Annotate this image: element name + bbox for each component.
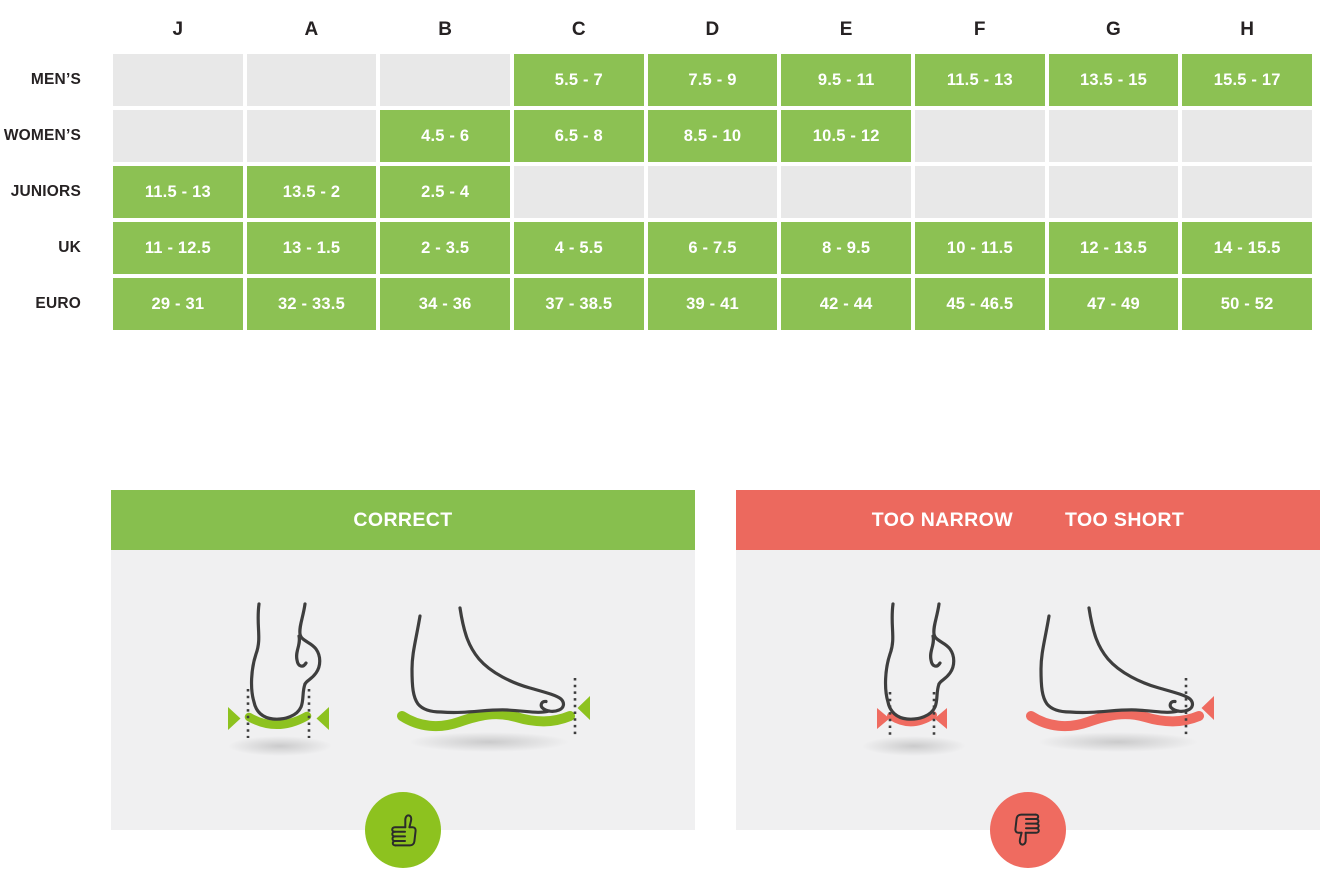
foot-shadow [409,732,569,752]
insole-arc [887,711,937,727]
width-arrow-left-icon [228,707,241,730]
size-cell: 34 - 36 [380,278,510,330]
foot-shadow [1038,732,1198,752]
size-cell: 4.5 - 6 [380,110,510,162]
heel-width-correct-illustration [228,602,332,756]
foot-outline [410,606,566,715]
column-header-g: G [1106,19,1121,40]
too-short-label: TOO SHORT [1065,508,1185,531]
size-cell: 2.5 - 4 [380,166,510,218]
insole-wave [1026,709,1204,732]
column-header-c: C [571,19,586,40]
size-cell-empty [113,110,243,162]
size-cell: 11 - 12.5 [113,222,243,274]
size-cell: 50 - 52 [1182,278,1312,330]
insole-arc [244,711,312,729]
column-header-d: D [705,19,720,40]
size-cell: 4 - 5.5 [514,222,644,274]
width-guide-dotted-lines [888,692,936,736]
length-arrow-icon [1201,696,1214,720]
size-cell-empty [647,166,778,218]
size-cell: 2 - 3.5 [380,222,510,274]
insole-wave [397,709,575,732]
size-cell: 42 - 44 [781,278,911,330]
wrong-fit-panel: TOO NARROW TOO SHORT [736,490,1320,868]
wrong-panel-body [736,550,1320,868]
size-cell-empty [915,166,1045,218]
correct-fit-panel: CORRECT [111,490,695,868]
heel-shadow [862,736,966,756]
heel-too-narrow-illustration [862,602,966,756]
size-cell: 45 - 46.5 [915,278,1045,330]
size-cell-empty [113,54,243,106]
width-arrow-left-icon [877,708,890,729]
size-cell: 6 - 7.5 [647,222,778,274]
size-cell: 29 - 31 [113,278,243,330]
size-cell: 14 - 15.5 [1182,222,1312,274]
size-cell-empty [1182,110,1312,162]
table-corner [0,10,109,50]
row-label-womens: WOMEN’S [3,127,81,144]
size-cell-empty [1048,166,1179,218]
width-arrow-right-icon [934,708,947,729]
wrong-panel-header: TOO NARROW TOO SHORT [736,490,1320,550]
size-cell-empty [1182,166,1312,218]
size-cell: 15.5 - 17 [1182,54,1312,106]
size-cell-empty [915,110,1045,162]
size-cell: 39 - 41 [647,278,778,330]
column-header-a: A [304,19,319,40]
thumbs-up-badge [365,792,441,868]
size-cell: 8.5 - 10 [647,110,778,162]
size-cell: 12 - 13.5 [1048,222,1179,274]
row-label-uk: UK [58,239,81,256]
heel-outline [249,602,322,721]
foot-too-short-illustration [1026,606,1214,752]
size-cell: 11.5 - 13 [113,166,243,218]
column-header-j: J [172,19,184,40]
row-label-euro: EURO [35,295,81,312]
size-cell: 6.5 - 8 [514,110,644,162]
too-narrow-label: TOO NARROW [871,508,1014,531]
size-cell: 13.5 - 2 [246,166,377,218]
heel-outline [883,602,956,721]
size-cell: 47 - 49 [1048,278,1179,330]
thumbs-up-icon [391,814,417,847]
correct-panel-body [111,550,695,868]
size-cell-empty [514,166,644,218]
size-cell-empty [246,110,377,162]
correct-panel-header: CORRECT [111,490,695,550]
heel-shadow [228,736,332,756]
foot-outline [1039,606,1195,715]
size-cell: 5.5 - 7 [514,54,644,106]
thumbs-down-badge [990,792,1066,868]
correct-label: CORRECT [353,508,453,531]
column-header-f: F [973,19,986,40]
width-guide-dotted-lines [246,689,311,738]
foot-length-correct-illustration [397,606,590,752]
column-header-b: B [438,19,453,40]
size-cell-empty [246,54,377,106]
size-cell: 10.5 - 12 [781,110,911,162]
column-header-h: H [1240,19,1255,40]
length-arrow-icon [577,696,590,720]
thumbs-down-icon [1014,813,1040,846]
row-label-mens: MEN’S [30,71,81,88]
size-cell: 8 - 9.5 [781,222,911,274]
column-header-e: E [839,19,853,40]
size-cell: 32 - 33.5 [246,278,377,330]
size-cell: 7.5 - 9 [647,54,778,106]
size-cell: 11.5 - 13 [915,54,1045,106]
size-cell: 10 - 11.5 [915,222,1045,274]
size-cell-empty [380,54,510,106]
size-cell-empty [1048,110,1179,162]
size-chart-table: J A B C D E F G H MEN’S 5.5 - 7 7.5 - 9 … [0,10,1312,330]
size-cell: 9.5 - 11 [781,54,911,106]
size-cell: 13 - 1.5 [246,222,377,274]
size-cell: 37 - 38.5 [514,278,644,330]
size-cell-empty [781,166,911,218]
row-label-juniors: JUNIORS [10,183,81,200]
width-arrow-right-icon [316,707,329,730]
size-cell: 13.5 - 15 [1048,54,1179,106]
